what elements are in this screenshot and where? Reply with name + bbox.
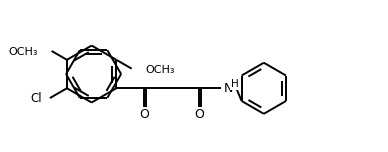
Text: N: N: [224, 82, 233, 95]
Text: OCH₃: OCH₃: [146, 65, 175, 75]
Text: Cl: Cl: [30, 92, 42, 105]
Text: H: H: [231, 79, 239, 89]
Text: O: O: [194, 108, 204, 121]
Text: OCH₃: OCH₃: [8, 47, 38, 57]
Text: O: O: [139, 108, 149, 121]
